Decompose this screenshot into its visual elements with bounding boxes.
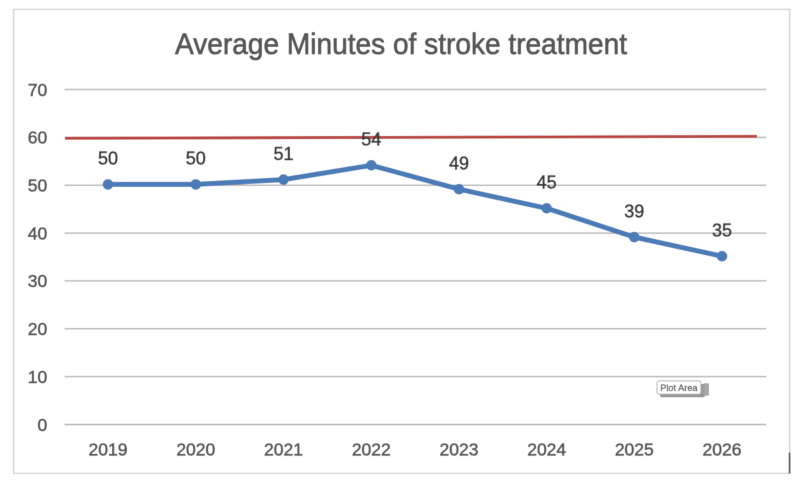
svg-text:Average Minutes of stroke trea: Average Minutes of stroke treatment bbox=[175, 28, 628, 61]
svg-text:2022: 2022 bbox=[352, 440, 391, 460]
svg-text:70: 70 bbox=[28, 80, 48, 100]
svg-text:51: 51 bbox=[273, 144, 293, 164]
svg-text:35: 35 bbox=[712, 220, 732, 240]
svg-text:50: 50 bbox=[98, 149, 118, 169]
svg-text:2021: 2021 bbox=[264, 440, 303, 460]
svg-text:2019: 2019 bbox=[89, 440, 128, 460]
svg-text:2023: 2023 bbox=[440, 440, 479, 460]
svg-text:10: 10 bbox=[28, 367, 48, 387]
svg-text:2026: 2026 bbox=[703, 440, 742, 460]
svg-text:50: 50 bbox=[28, 176, 48, 196]
svg-text:39: 39 bbox=[624, 201, 644, 221]
svg-text:45: 45 bbox=[537, 173, 557, 193]
svg-text:Plot Area: Plot Area bbox=[660, 383, 698, 393]
svg-text:2025: 2025 bbox=[615, 440, 654, 460]
svg-text:2024: 2024 bbox=[527, 440, 566, 460]
svg-text:40: 40 bbox=[28, 223, 48, 243]
svg-text:0: 0 bbox=[37, 415, 47, 435]
svg-text:30: 30 bbox=[28, 271, 48, 291]
svg-text:54: 54 bbox=[361, 130, 381, 150]
svg-text:50: 50 bbox=[186, 149, 206, 169]
svg-text:2020: 2020 bbox=[176, 440, 215, 460]
svg-text:60: 60 bbox=[28, 128, 48, 148]
svg-text:49: 49 bbox=[449, 153, 469, 173]
svg-text:20: 20 bbox=[28, 319, 48, 339]
